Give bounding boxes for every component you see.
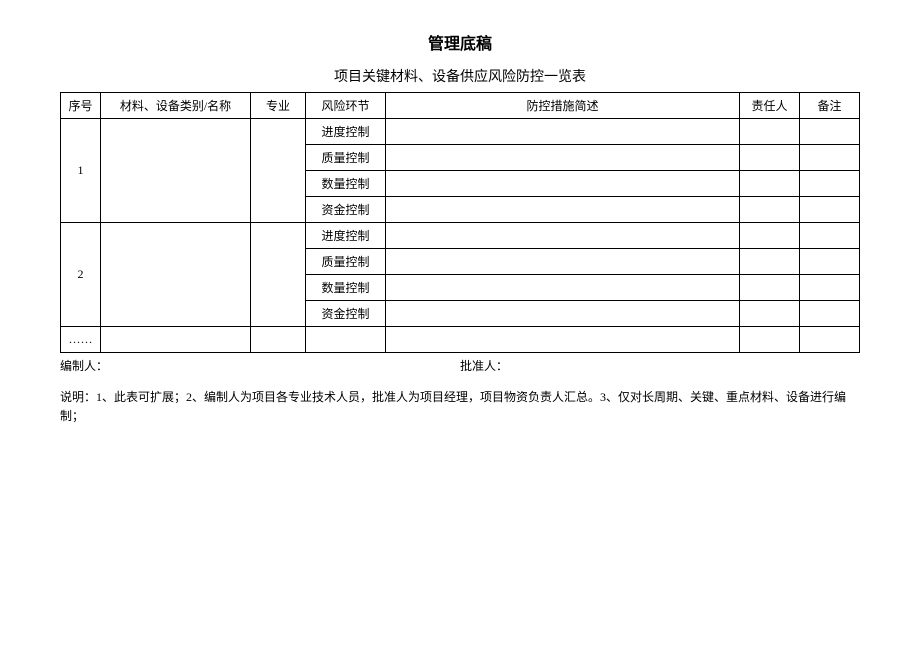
- header-measure: 防控措施简述: [386, 93, 740, 119]
- header-seq: 序号: [61, 93, 101, 119]
- footer-row: 编制人： 批准人：: [60, 357, 860, 374]
- cell-person: [740, 197, 800, 223]
- approver-label: 批准人：: [460, 357, 860, 374]
- compiler-label: 编制人：: [60, 357, 460, 374]
- cell-measure: [386, 145, 740, 171]
- cell-seq: 1: [61, 119, 101, 223]
- cell-remark: [800, 275, 860, 301]
- risk-control-table: 序号 材料、设备类别/名称 专业 风险环节 防控措施简述 责任人 备注 1 进度…: [60, 92, 860, 353]
- cell-empty: [386, 327, 740, 353]
- cell-risk: 数量控制: [306, 171, 386, 197]
- cell-major: [251, 223, 306, 327]
- cell-empty: [101, 327, 251, 353]
- cell-person: [740, 119, 800, 145]
- header-major: 专业: [251, 93, 306, 119]
- page-title: 管理底稿: [60, 30, 860, 54]
- cell-risk: 资金控制: [306, 197, 386, 223]
- cell-risk: 质量控制: [306, 145, 386, 171]
- cell-remark: [800, 171, 860, 197]
- header-risk: 风险环节: [306, 93, 386, 119]
- cell-remark: [800, 145, 860, 171]
- table-header-row: 序号 材料、设备类别/名称 专业 风险环节 防控措施简述 责任人 备注: [61, 93, 860, 119]
- cell-person: [740, 301, 800, 327]
- cell-name: [101, 223, 251, 327]
- cell-empty: [306, 327, 386, 353]
- cell-remark: [800, 223, 860, 249]
- cell-person: [740, 145, 800, 171]
- cell-remark: [800, 249, 860, 275]
- header-person: 责任人: [740, 93, 800, 119]
- cell-empty: [800, 327, 860, 353]
- cell-remark: [800, 301, 860, 327]
- cell-name: [101, 119, 251, 223]
- cell-risk: 资金控制: [306, 301, 386, 327]
- table-body: 1 进度控制 质量控制 数量控制 资金控制 2: [61, 119, 860, 353]
- cell-risk: 进度控制: [306, 119, 386, 145]
- cell-person: [740, 223, 800, 249]
- cell-empty: [251, 327, 306, 353]
- cell-measure: [386, 119, 740, 145]
- cell-remark: [800, 119, 860, 145]
- cell-risk: 数量控制: [306, 275, 386, 301]
- header-name: 材料、设备类别/名称: [101, 93, 251, 119]
- cell-person: [740, 171, 800, 197]
- table-row: 2 进度控制: [61, 223, 860, 249]
- cell-measure: [386, 249, 740, 275]
- cell-measure: [386, 171, 740, 197]
- cell-measure: [386, 223, 740, 249]
- cell-measure: [386, 301, 740, 327]
- cell-person: [740, 275, 800, 301]
- table-row: 1 进度控制: [61, 119, 860, 145]
- header-remark: 备注: [800, 93, 860, 119]
- page-subtitle: 项目关键材料、设备供应风险防控一览表: [60, 66, 860, 86]
- cell-risk: 进度控制: [306, 223, 386, 249]
- cell-risk: 质量控制: [306, 249, 386, 275]
- cell-seq: 2: [61, 223, 101, 327]
- cell-remark: [800, 197, 860, 223]
- table-row-ellipsis: ……: [61, 327, 860, 353]
- note-text: 说明：1、此表可扩展；2、编制人为项目各专业技术人员，批准人为项目经理，项目物资…: [60, 388, 860, 426]
- cell-person: [740, 249, 800, 275]
- cell-empty: [740, 327, 800, 353]
- cell-measure: [386, 275, 740, 301]
- cell-ellipsis: ……: [61, 327, 101, 353]
- cell-major: [251, 119, 306, 223]
- cell-measure: [386, 197, 740, 223]
